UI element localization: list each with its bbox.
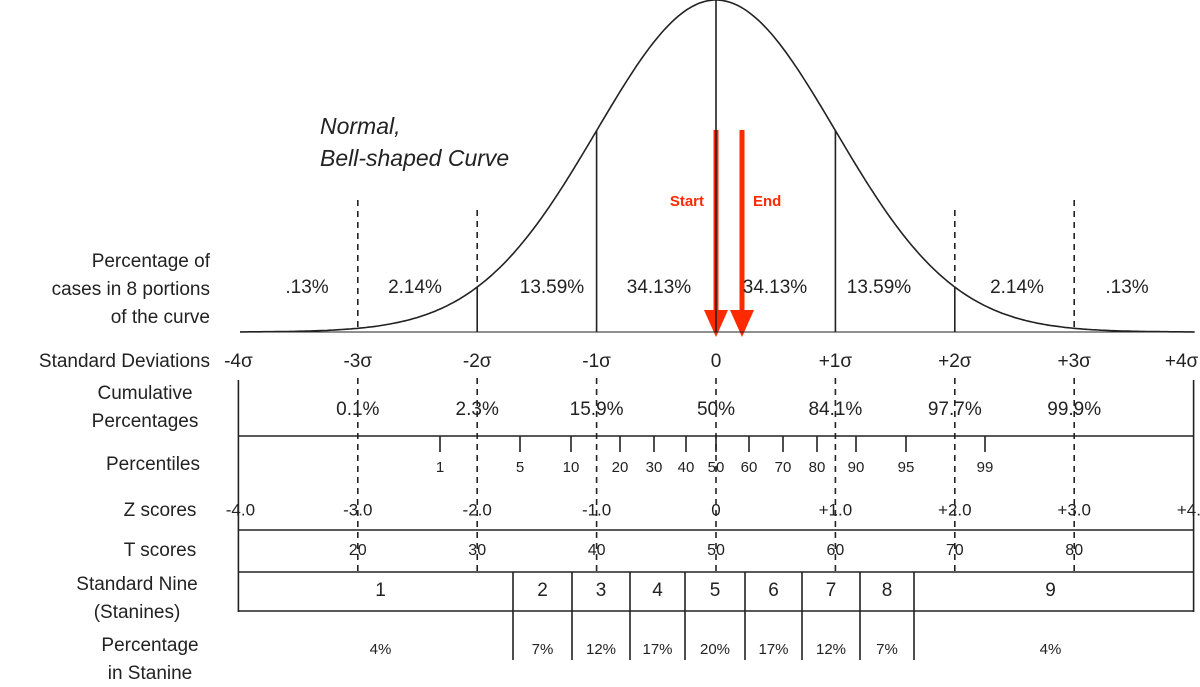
row-value: 2.14% xyxy=(388,277,442,298)
row-value: 12% xyxy=(816,641,846,658)
row-label: of the curve xyxy=(111,307,210,328)
row-value: 13.59% xyxy=(520,277,585,298)
row-value: -1σ xyxy=(582,351,611,372)
row-value: 7% xyxy=(876,641,898,658)
title-line: Normal, xyxy=(320,113,401,139)
row-value: 2.14% xyxy=(990,277,1044,298)
row-value: 34.13% xyxy=(743,277,808,298)
row-value: 7 xyxy=(826,580,837,601)
row-value: 84.1% xyxy=(808,399,862,420)
row-value: 8 xyxy=(882,580,893,601)
row-value: -3.0 xyxy=(343,500,372,519)
row-value: -2.0 xyxy=(463,500,492,519)
row-label: Percentage of xyxy=(92,251,211,272)
row-value: 0 xyxy=(711,351,722,372)
row-value: 40 xyxy=(678,459,695,476)
row-value: 13.59% xyxy=(847,277,912,298)
row-value: 4% xyxy=(1040,641,1062,658)
row-value: 40 xyxy=(588,542,606,559)
row-value: 50% xyxy=(697,399,735,420)
row-value: 90 xyxy=(848,459,865,476)
row-label: (Stanines) xyxy=(94,602,181,623)
row-value: -3σ xyxy=(343,351,372,372)
row-label: in Stanine xyxy=(108,663,193,684)
row-label: Percentages xyxy=(92,411,199,432)
end-label: End xyxy=(753,193,781,210)
row-value: 34.13% xyxy=(627,277,692,298)
row-value: 99 xyxy=(977,459,994,476)
row-value: 30 xyxy=(646,459,663,476)
bell-curve xyxy=(240,0,1194,333)
row-value: -2σ xyxy=(463,351,492,372)
end-arrow xyxy=(730,130,754,337)
row-value: +1.0 xyxy=(819,500,853,519)
start-label: Start xyxy=(670,193,704,210)
row-value: 1 xyxy=(436,459,444,476)
row-value: 2.3% xyxy=(456,399,499,420)
row-label: cases in 8 portions xyxy=(52,279,210,300)
row-value: 6 xyxy=(768,580,779,601)
row-value: 9 xyxy=(1045,580,1056,601)
row-label: Z scores xyxy=(124,500,197,521)
row-value: 7% xyxy=(532,641,554,658)
row-value: 70 xyxy=(775,459,792,476)
row-value: 60 xyxy=(741,459,758,476)
row-value: 50 xyxy=(707,542,725,559)
title-line: Bell-shaped Curve xyxy=(320,145,509,171)
row-value: 20% xyxy=(700,641,730,658)
row-value: 2 xyxy=(537,580,548,601)
row-value: 10 xyxy=(563,459,580,476)
row-value: 15.9% xyxy=(570,399,624,420)
row-value: 0.1% xyxy=(336,399,379,420)
row-value: 3 xyxy=(596,580,607,601)
row-value: .13% xyxy=(285,277,328,298)
row-value: 1 xyxy=(375,580,386,601)
row-value: +3σ xyxy=(1058,351,1092,372)
row-value: 0 xyxy=(711,500,720,519)
row-label: T scores xyxy=(124,540,197,561)
row-value: 60 xyxy=(827,542,845,559)
row-value: +4.0 xyxy=(1177,500,1200,519)
row-value: 70 xyxy=(946,542,964,559)
row-label: Cumulative xyxy=(97,383,192,404)
row-value: 99.9% xyxy=(1047,399,1101,420)
row-value: 80 xyxy=(809,459,826,476)
row-value: +4σ xyxy=(1165,351,1199,372)
row-label: Percentage xyxy=(101,635,198,656)
row-value: -1.0 xyxy=(582,500,611,519)
row-value: 97.7% xyxy=(928,399,982,420)
row-label: Standard Deviations xyxy=(39,351,210,372)
row-value: +3.0 xyxy=(1057,500,1091,519)
row-value: 20 xyxy=(349,542,367,559)
row-value: 5 xyxy=(516,459,524,476)
row-value: 30 xyxy=(468,542,486,559)
row-value: 4% xyxy=(370,641,392,658)
row-value: 20 xyxy=(612,459,629,476)
row-value: .13% xyxy=(1105,277,1148,298)
row-value: -4σ xyxy=(224,351,253,372)
row-label: Standard Nine xyxy=(76,574,197,595)
row-value: 95 xyxy=(898,459,915,476)
row-value: +2σ xyxy=(938,351,972,372)
row-value: 17% xyxy=(642,641,672,658)
row-value: 17% xyxy=(758,641,788,658)
row-value: 50 xyxy=(708,459,725,476)
row-value: 80 xyxy=(1065,542,1083,559)
row-value: -4.0 xyxy=(226,500,255,519)
row-value: +1σ xyxy=(819,351,853,372)
row-value: 5 xyxy=(710,580,721,601)
row-value: 12% xyxy=(586,641,616,658)
row-value: +2.0 xyxy=(938,500,972,519)
row-label: Percentiles xyxy=(106,454,200,475)
row-value: 4 xyxy=(652,580,663,601)
